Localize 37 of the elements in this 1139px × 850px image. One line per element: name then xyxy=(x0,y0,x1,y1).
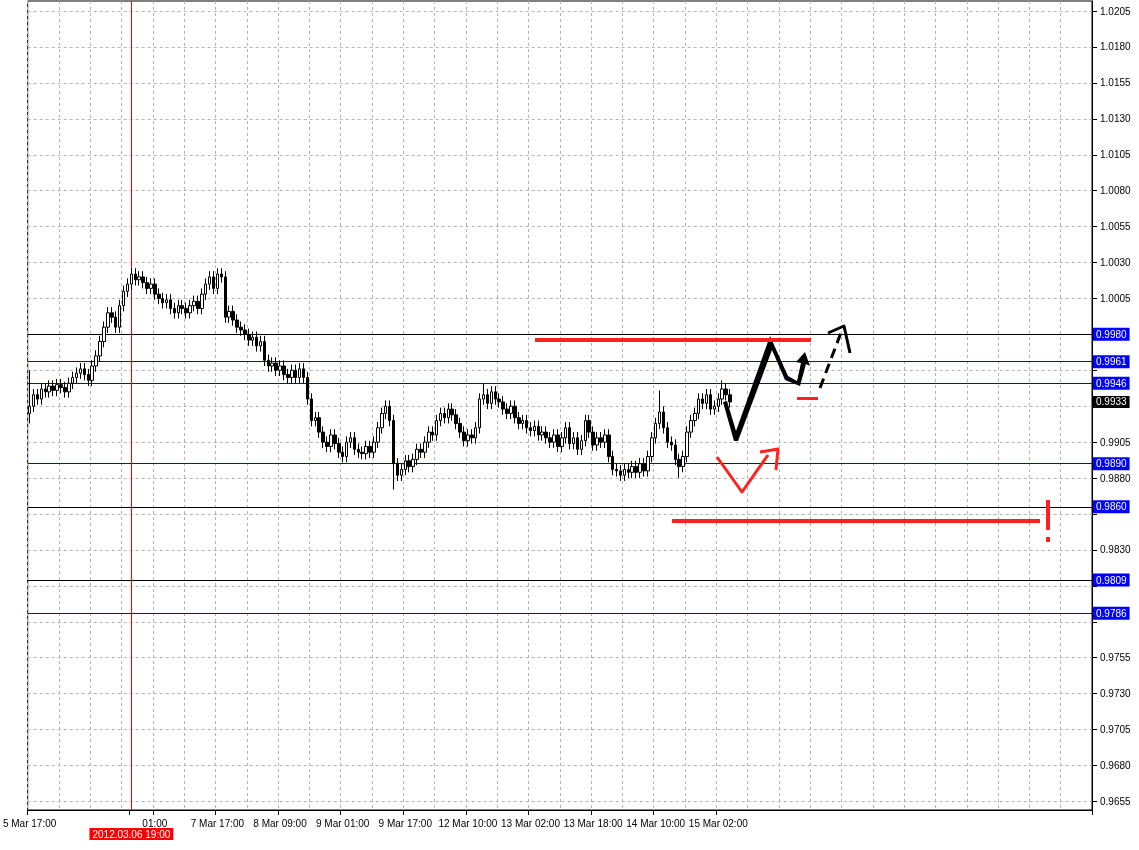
y-tick-label: 1.0155 xyxy=(1100,77,1132,89)
x-tick-label: 13 Mar 18:00 xyxy=(563,817,623,829)
ref-line-label: 0.9946 xyxy=(1096,377,1128,389)
x-tick-label: 2012.03.06 19:00 xyxy=(92,828,171,840)
y-tick-label: 0.9705 xyxy=(1100,724,1132,736)
y-tick-label: 1.0130 xyxy=(1100,113,1132,125)
x-tick-label: 5 Mar 17:00 xyxy=(2,817,57,829)
y-tick-label: 1.0080 xyxy=(1100,185,1132,197)
ref-line-label: 0.9980 xyxy=(1096,328,1128,340)
y-tick-label: 1.0180 xyxy=(1100,41,1132,53)
annotation: 0.9933 xyxy=(1096,396,1128,408)
y-tick-label: 1.0105 xyxy=(1100,149,1132,161)
ref-line-label: 0.9786 xyxy=(1096,607,1128,619)
y-tick-label: 0.9655 xyxy=(1100,795,1132,807)
y-tick-label: 1.0005 xyxy=(1100,292,1132,304)
y-tick-label: 0.9905 xyxy=(1100,436,1132,448)
x-tick-label: 7 Mar 17:00 xyxy=(190,817,245,829)
ref-line-label: 0.9809 xyxy=(1096,574,1128,586)
x-tick-label: 15 Mar 02:00 xyxy=(688,817,749,829)
y-tick-label: 0.9755 xyxy=(1100,652,1132,664)
ref-line-label: 0.9860 xyxy=(1096,501,1128,513)
y-tick-label: 0.9830 xyxy=(1100,544,1132,556)
x-tick-label: 12 Mar 10:00 xyxy=(438,817,498,829)
ref-line-label: 0.9890 xyxy=(1096,458,1128,470)
x-tick-label: 9 Mar 01:00 xyxy=(315,817,370,829)
x-tick-label: 8 Mar 09:00 xyxy=(253,817,308,829)
y-tick-label: 0.9730 xyxy=(1100,688,1132,700)
y-tick-label: 1.0055 xyxy=(1100,221,1132,233)
x-tick-label: 14 Mar 10:00 xyxy=(626,817,686,829)
x-tick-label: 01:00 xyxy=(142,817,168,829)
y-tick-label: 0.9880 xyxy=(1100,472,1132,484)
y-tick-label: 1.0030 xyxy=(1100,257,1132,269)
x-tick-label: 9 Mar 17:00 xyxy=(378,817,433,829)
x-tick-label: 13 Mar 02:00 xyxy=(501,817,561,829)
y-tick-label: 1.0205 xyxy=(1100,5,1132,17)
ref-line-label: 0.9961 xyxy=(1096,356,1128,368)
y-tick-label: 0.9680 xyxy=(1100,759,1132,771)
